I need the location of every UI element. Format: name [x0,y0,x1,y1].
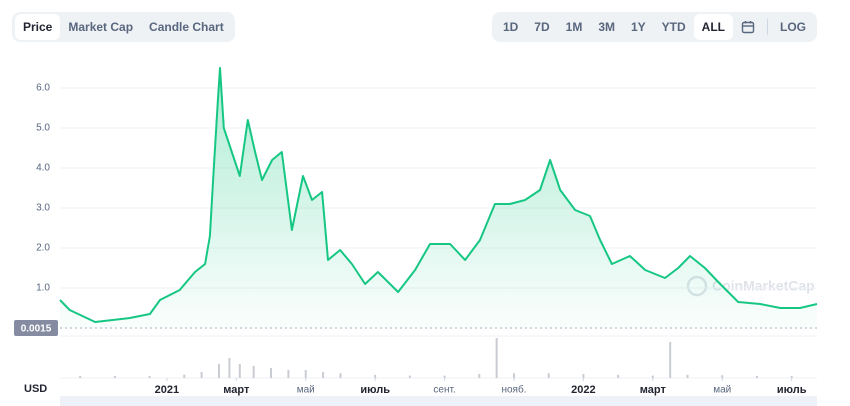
y-tick-label: 1.0 [36,283,50,294]
volume-bar [304,370,307,378]
tab[interactable]: Market Cap [68,20,134,34]
volume-bar [252,366,255,378]
range-button[interactable]: ALL [693,14,733,40]
x-tick-label: 2021 [155,384,179,396]
range-button[interactable]: 1D [502,20,519,34]
tab[interactable]: Price [15,14,61,40]
watermark: CoinMarketCap [686,275,815,297]
navigator [60,396,817,406]
volume-bar [183,374,186,378]
x-tick-label: май [713,385,731,396]
x-tick-label: нояб. [501,384,526,396]
range-button[interactable]: 1M [565,20,583,34]
x-tick-label: сент. [433,385,455,396]
x-tick-label: март [640,384,667,396]
range-bar: 1D 7D 1M 3M 1Y YTD ALL LOG [491,12,817,42]
range-button[interactable]: 7D [534,20,550,34]
volume-bar [79,376,82,378]
calendar-icon [741,21,755,34]
volume-bar [617,374,620,378]
volume-bar [217,364,220,378]
volume-bar [228,358,231,378]
watermark-logo [686,275,708,297]
volume-bar [200,372,203,378]
y-tick-label: 4.0 [36,163,50,174]
volume-bar [669,342,672,378]
price-marker-box [14,319,58,336]
volume-bar [582,374,585,378]
volume-bar [238,364,241,378]
divider [767,19,768,35]
line [59,67,818,323]
volume-bar [790,376,793,378]
x-tick-label: июль [360,384,390,396]
volume-bar [374,374,377,378]
watermark-text: CoinMarketCap [712,278,815,294]
axis-label: USD [24,383,47,395]
x-tick-label: 2022 [571,384,595,396]
range-button[interactable]: 1Y [630,20,646,34]
volume-bar [495,338,498,378]
volume-bar [270,368,273,378]
y-tick-label: 6.0 [36,83,50,94]
volume-bar [339,373,342,378]
calendar-button[interactable] [733,14,763,40]
volume-bar [443,375,446,378]
volume-bar [512,373,515,378]
volume-bar [547,373,550,378]
price-marker-label: 0.0015 [21,324,52,335]
area [60,68,817,328]
range-slot: 1D 7D 1M 3M 1Y YTD ALL [495,14,733,40]
y-tick-label: 5.0 [36,123,50,134]
x-tick-label: май [297,385,315,396]
tab[interactable]: Candle Chart [149,20,224,34]
volume-bar [686,374,689,378]
x-tick-label: март [223,384,250,396]
y-tick-label: 3.0 [36,203,50,214]
volume-bar [478,374,481,378]
volume-bar [408,375,411,378]
log-toggle[interactable]: LOG [780,20,806,34]
volume-bar [755,376,758,378]
range-button[interactable]: YTD [661,20,686,34]
volume-bar [322,372,325,378]
range-button[interactable]: 3M [598,20,615,34]
volume-bar [148,376,151,378]
volume-bar [287,370,290,378]
y-tick-label: 2.0 [36,243,50,254]
volume-bar [721,375,724,378]
volume-bar [651,375,654,378]
volume-bar [113,376,116,378]
tab-bar: Price Market Cap Candle Chart [12,12,235,42]
x-tick-label: июль [777,384,807,396]
